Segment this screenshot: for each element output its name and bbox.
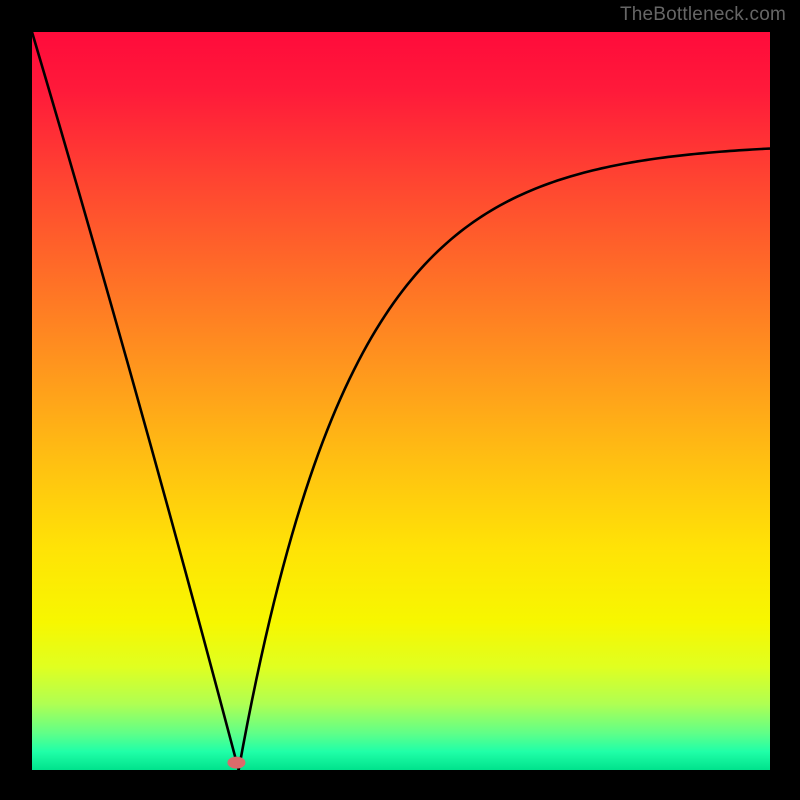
bottleneck-curve (32, 32, 770, 770)
curve-right-branch (239, 149, 770, 770)
curve-left-branch (32, 32, 239, 770)
minimum-marker (227, 757, 245, 769)
watermark-text: TheBottleneck.com (620, 4, 786, 26)
chart-plot-area (32, 32, 770, 770)
